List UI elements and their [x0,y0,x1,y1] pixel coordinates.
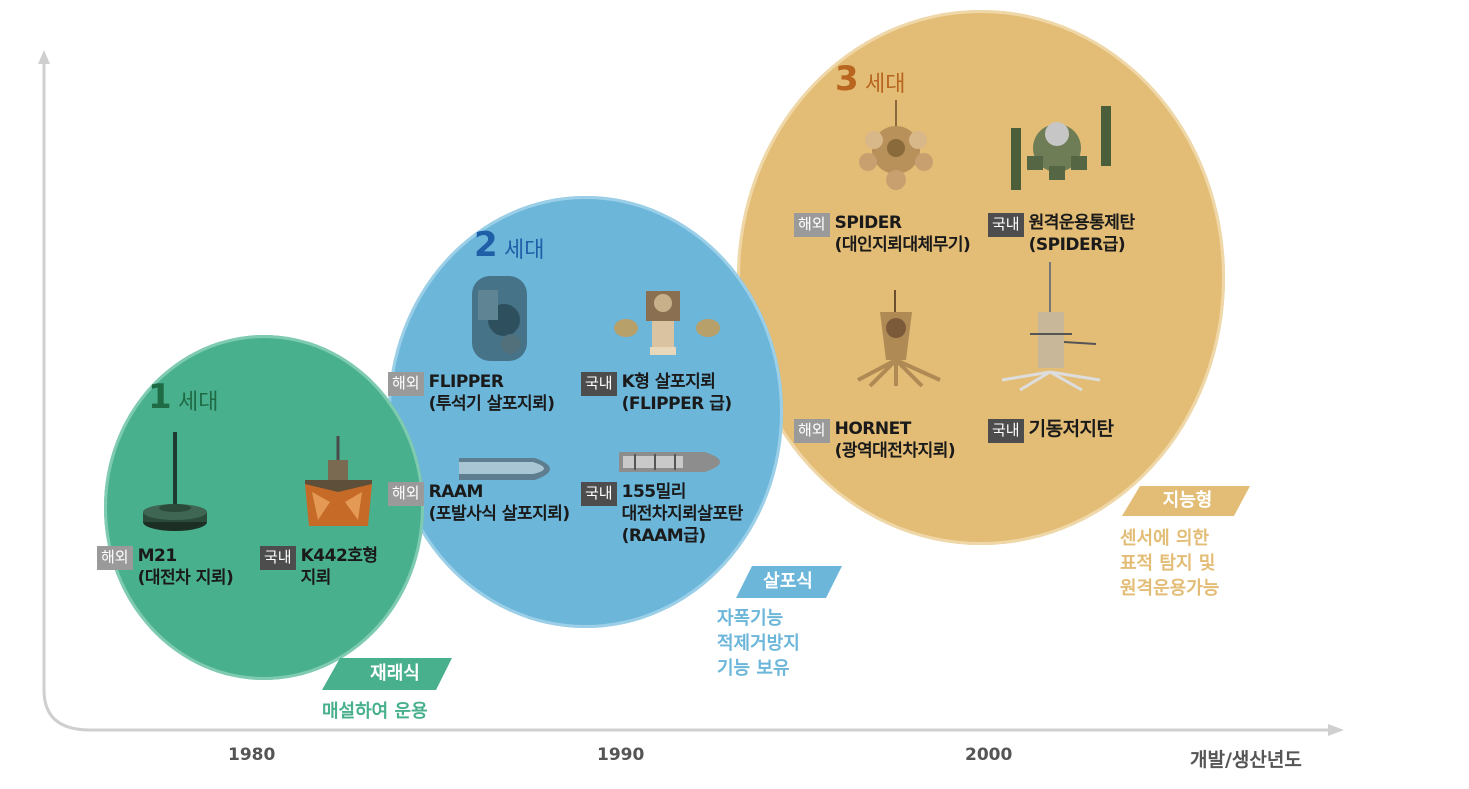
k-type-mine-illustration [614,291,720,355]
desc-line: 센서에 의한 [1120,528,1210,549]
desc-line: 매설하여 운용 [322,701,428,722]
item-name: HORNET [834,419,912,439]
desc-generation-3: 센서에 의한 표적 탐지 및 원격운용가능 [1120,526,1219,601]
raam-illustration [459,458,550,480]
item-name: 원격운용통제탄 [1028,213,1135,233]
flipper-illustration [472,276,527,361]
domestic-badge: 국내 [988,419,1024,443]
gen2-item-k-type: 국내 K형 살포지뢰 (FLIPPER 급) [581,371,732,415]
tag-conventional: 재래식 [370,663,420,684]
overseas-badge: 해외 [794,213,830,237]
domestic-badge: 국내 [260,546,296,570]
desc-line: 자폭기능 [717,608,784,629]
tag-scatterable: 살포식 [763,571,813,592]
item-sub: (포발사식 살포지뢰) [428,504,571,524]
item-sub: (투석기 살포지뢰) [428,394,555,414]
hornet-illustration [857,290,941,388]
generation-2-number: 2 [474,225,498,265]
item-sub: (대인지뢰대체무기) [834,235,971,255]
generation-1-word: 세대 [178,390,219,415]
remote-controlled-mine-illustration [1011,106,1111,190]
item-name: SPIDER [834,213,902,233]
generation-2-word: 세대 [504,238,545,263]
gen3-item-remote: 국내 원격운용통제탄 (SPIDER급) [988,212,1135,256]
tag-intelligent: 지능형 [1162,490,1213,511]
item-sub: (대전차 지뢰) [137,568,234,588]
generation-1-number: 1 [148,377,172,417]
gen3-item-spider: 해외 SPIDER (대인지뢰대체무기) [794,212,971,256]
overseas-badge: 해외 [388,372,424,396]
overseas-badge: 해외 [794,419,830,443]
overseas-badge: 해외 [97,546,133,570]
item-name: RAAM [428,482,484,502]
item-sub: 지뢰 [300,568,332,588]
desc-line: 기능 보유 [717,658,790,679]
desc-line: 적제거방지 [717,633,800,654]
x-tick-2000: 2000 [965,745,1013,765]
item-name: 기동저지탄 [1028,418,1114,440]
generation-3-word: 세대 [865,72,906,97]
desc-line: 원격운용가능 [1120,578,1220,599]
gen1-item-m21: 해외 M21 (대전차 지뢰) [97,545,234,589]
generation-2-ellipse [388,196,783,628]
m21-mine-illustration [143,432,207,531]
domestic-badge: 국내 [581,372,617,396]
generation-3-ellipse [737,10,1225,545]
domestic-badge: 국내 [581,482,617,506]
gen2-item-flipper: 해외 FLIPPER (투석기 살포지뢰) [388,371,555,415]
gen2-item-raam: 해외 RAAM (포발사식 살포지뢰) [388,481,570,525]
gen1-item-k442: 국내 K442호형 지뢰 [260,545,378,589]
item-sub: (SPIDER급) [1028,235,1126,255]
domestic-badge: 국내 [988,213,1024,237]
overseas-badge: 해외 [388,482,424,506]
gen2-item-155mm: 국내 155밀리 대전차지뢰살포탄 (RAAM급) [581,481,743,547]
x-tick-1980: 1980 [228,745,276,765]
spider-illustration [859,100,933,190]
item-sub: (광역대전차지뢰) [834,441,956,461]
k442-mine-illustration [305,436,372,526]
item-sub: (FLIPPER 급) [621,394,733,414]
gen3-item-mobility: 국내 기동저지탄 [988,418,1114,443]
gen3-item-hornet: 해외 HORNET (광역대전차지뢰) [794,418,956,462]
item-name: M21 [137,546,178,566]
generation-3-number: 3 [835,59,859,99]
mobility-obstruction-illustration [1001,262,1101,392]
item-name: K442호형 [300,546,378,566]
desc-generation-1: 매설하여 운용 [322,699,428,724]
item-name: K형 살포지뢰 [621,372,716,392]
item-sub: 대전차지뢰살포탄 [621,504,744,524]
item-sub2: (RAAM급) [621,526,707,546]
x-tick-1990: 1990 [597,745,645,765]
155mm-shell-illustration [619,452,720,472]
x-axis-label: 개발/생산년도 [1190,749,1302,771]
item-name: 155밀리 [621,482,687,502]
item-name: FLIPPER [428,372,504,392]
desc-generation-2: 자폭기능 적제거방지 기능 보유 [717,606,800,681]
desc-line: 표적 탐지 및 [1120,553,1216,574]
